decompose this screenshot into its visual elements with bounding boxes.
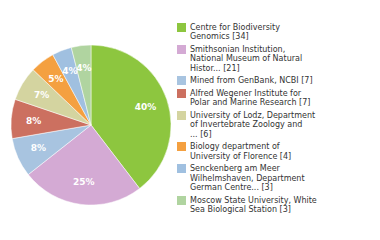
html-text:Genomics [34]: Genomics [34] [190, 32, 249, 41]
svg-text:4%: 4% [76, 63, 91, 73]
html-text:Alfred Wegener Institute for: Alfred Wegener Institute for [190, 88, 302, 98]
html-text:Mined from GenBank, NCBI [7]: Mined from GenBank, NCBI [7] [190, 76, 313, 85]
html-text:... [6]: ... [6] [190, 129, 212, 139]
html-text:University of Florence [4]: University of Florence [4] [190, 151, 292, 161]
html-text:Senckenberg am Meer: Senckenberg am Meer [190, 164, 280, 173]
html-text:Centre for Biodiversity: Centre for Biodiversity [190, 22, 280, 32]
svg-text:7%: 7% [34, 90, 49, 100]
svg-text:8%: 8% [26, 116, 41, 126]
html-text:Histor... [21]: Histor... [21] [190, 63, 240, 73]
html-text:University of Lodz, Department: University of Lodz, Department [190, 110, 316, 120]
html-text:German Centre... [3]: German Centre... [3] [190, 183, 273, 192]
html-text:Polar and Marine Research [7]: Polar and Marine Research [7] [190, 98, 311, 107]
html-text:Moscow State University, White: Moscow State University, White [190, 195, 317, 205]
html-text:Sea Biological Station [3]: Sea Biological Station [3] [190, 205, 291, 214]
svg-text:5%: 5% [48, 74, 63, 84]
html-text:Biology department of: Biology department of [190, 142, 280, 151]
html-text:National Museum of Natural: National Museum of Natural [190, 54, 303, 63]
svg-text:8%: 8% [31, 143, 46, 153]
html-text:Smithsonian Institution,: Smithsonian Institution, [190, 44, 286, 54]
svg-text:4%: 4% [62, 66, 78, 77]
html-text:of Invertebrate Zoology and: of Invertebrate Zoology and [190, 120, 303, 129]
svg-text:25%: 25% [73, 177, 95, 187]
html-text:Wilhelmshaven, Department: Wilhelmshaven, Department [190, 173, 305, 183]
svg-text:40%: 40% [135, 102, 157, 112]
